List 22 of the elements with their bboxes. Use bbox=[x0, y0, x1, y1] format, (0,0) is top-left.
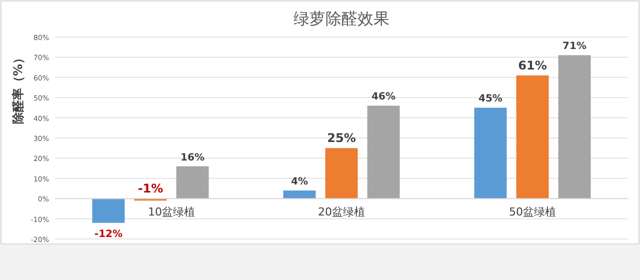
data-label: 46% bbox=[372, 92, 396, 103]
data-label: 71% bbox=[562, 41, 586, 52]
y-axis-title: 除醛率（%） bbox=[11, 52, 25, 124]
bar bbox=[92, 198, 125, 223]
bar bbox=[474, 108, 507, 199]
data-label: -1% bbox=[138, 182, 164, 196]
bar bbox=[516, 75, 549, 199]
x-tick-label: 10盆绿植 bbox=[148, 206, 196, 219]
data-label: 4% bbox=[290, 176, 308, 188]
data-label: -12% bbox=[94, 228, 123, 240]
data-label: 16% bbox=[180, 152, 204, 164]
data-label: 25% bbox=[327, 131, 356, 146]
x-tick-label: 50盆绿植 bbox=[509, 206, 556, 219]
data-label: 45% bbox=[478, 94, 502, 105]
bar bbox=[325, 148, 358, 199]
bar bbox=[367, 106, 400, 199]
bar bbox=[558, 55, 591, 199]
data-label: 61% bbox=[518, 58, 547, 72]
bar bbox=[283, 190, 316, 199]
chart-title: 绿萝除醛效果 bbox=[294, 9, 390, 28]
bar bbox=[176, 166, 209, 199]
x-tick-label: 20盆绿植 bbox=[318, 206, 365, 219]
